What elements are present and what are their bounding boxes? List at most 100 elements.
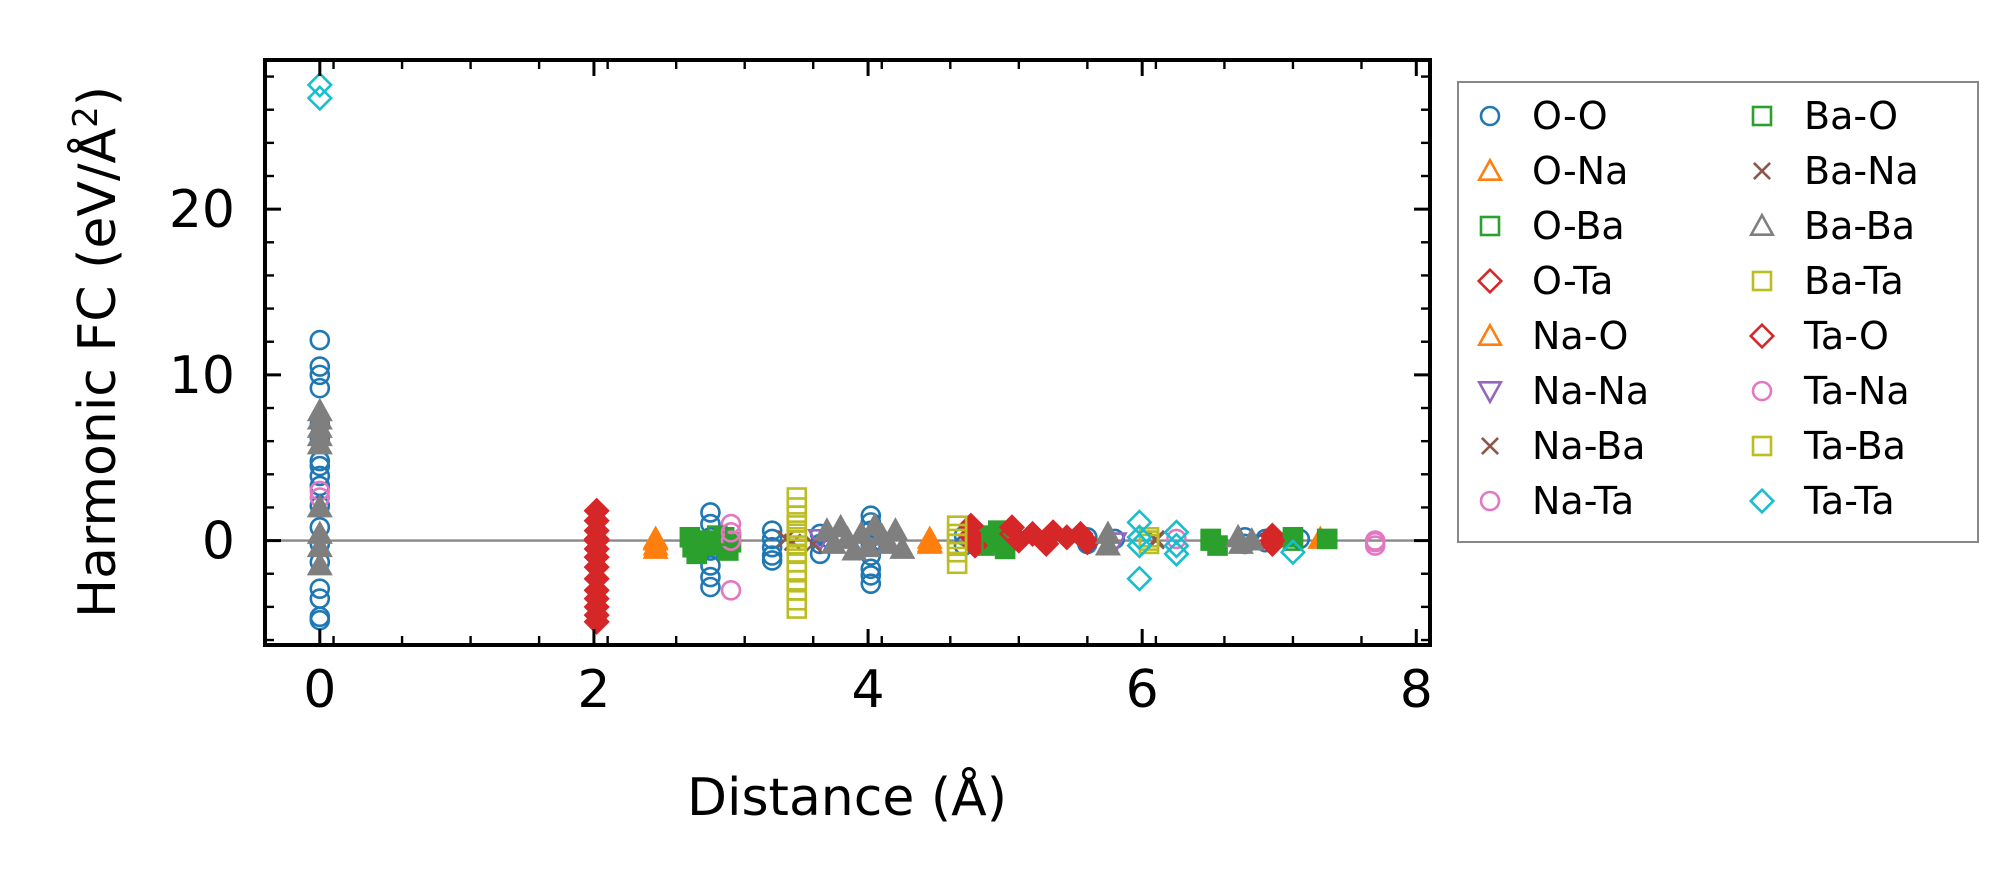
- legend-label: O-Na: [1532, 149, 1628, 193]
- y-tick-label: 0: [202, 512, 235, 572]
- plot-frame: [263, 58, 1432, 647]
- y-tick-label: 20: [169, 180, 235, 240]
- legend-item-o-ba: O-Ba: [1479, 204, 1625, 248]
- data-point: [1207, 535, 1228, 556]
- plot-marks: [265, 71, 1430, 635]
- x-tick-label: 2: [577, 660, 610, 720]
- legend-label: Ba-Ba: [1804, 204, 1915, 248]
- legend-label: Na-Na: [1532, 369, 1649, 413]
- data-point: [875, 530, 902, 554]
- data-point: [309, 364, 331, 386]
- series-ba-o: [693, 525, 1304, 553]
- legend-marker: [1748, 487, 1776, 515]
- data-point: [860, 565, 882, 586]
- data-point: [693, 531, 714, 553]
- legend-label: Na-Ba: [1532, 424, 1645, 468]
- data-point: [309, 329, 331, 351]
- axis-ticks: 0 2 4 6 8 0 10 20: [169, 60, 1433, 720]
- legend-marker: [1480, 436, 1500, 456]
- legend-label: Ta-Na: [1803, 369, 1910, 413]
- series-ba-ba: [306, 397, 1265, 576]
- legend-marker: [1476, 267, 1504, 295]
- data-point: [306, 85, 333, 112]
- legend: O-O O-Na O-Ba O-Ta Na-O Na-Na Na-Ba Na-Ta Ba-O Ba…: [1457, 81, 1979, 543]
- legend-marker: [1479, 105, 1501, 127]
- data-point: [642, 535, 669, 559]
- data-point: [720, 580, 742, 601]
- x-axis-label: Distance (Å): [687, 766, 1007, 828]
- y-axis-label-main: Harmonic FC (eV/Å: [66, 127, 128, 618]
- legend-item-o-na: O-Na: [1476, 149, 1628, 193]
- data-point: [1126, 524, 1153, 551]
- x-tick-label: 0: [303, 660, 336, 720]
- legend-label: Na-Ta: [1532, 479, 1634, 523]
- legend-label: Ba-O: [1804, 94, 1898, 138]
- data-point: [309, 465, 331, 487]
- data-point: [1074, 529, 1101, 556]
- data-point: [916, 528, 943, 553]
- legend-marker: [1752, 161, 1772, 181]
- data-point: [706, 525, 728, 546]
- y-axis-label: Harmonic FC (eV/Å2): [66, 86, 128, 618]
- data-point: [306, 551, 333, 576]
- data-point: [306, 493, 333, 518]
- legend-item-o-o: O-O: [1479, 94, 1608, 138]
- legend-item-na-ta: Na-Ta: [1479, 479, 1634, 523]
- data-point: [1163, 532, 1190, 559]
- data-point: [720, 513, 742, 535]
- data-point: [1094, 532, 1121, 556]
- data-point: [700, 576, 721, 598]
- data-point: [309, 356, 331, 377]
- data-point: [981, 531, 1002, 553]
- legend-item-ta-o: Ta-O: [1748, 314, 1889, 358]
- legend-marker: [1476, 322, 1504, 346]
- legend-label: Ba-Ta: [1804, 259, 1904, 303]
- data-point: [720, 530, 742, 551]
- legend-item-na-ba: Na-Ba: [1480, 424, 1645, 468]
- data-point: [700, 502, 721, 523]
- data-point: [1259, 527, 1286, 554]
- data-point: [761, 536, 783, 558]
- x-tick-label: 8: [1400, 660, 1433, 720]
- data-point: [1364, 531, 1386, 553]
- series-o-ta: [583, 497, 1286, 635]
- legend-marker: [1751, 380, 1773, 402]
- data-point: [860, 558, 882, 580]
- y-axis-label-close: ): [68, 86, 128, 106]
- data-point: [720, 522, 742, 543]
- legend-item-ba-o: Ba-O: [1751, 94, 1898, 138]
- legend-item-ba-na: Ba-Na: [1752, 149, 1919, 193]
- legend-item-na-o: Na-O: [1476, 314, 1628, 358]
- data-point: [1126, 532, 1153, 559]
- data-point: [642, 527, 669, 551]
- data-point: [1166, 528, 1187, 550]
- data-point: [761, 550, 783, 571]
- series-ta-ba: [786, 528, 1160, 551]
- data-point: [946, 528, 968, 550]
- data-point: [809, 543, 831, 565]
- legend-marker: [1751, 105, 1773, 127]
- legend-item-o-ta: O-Ta: [1476, 259, 1613, 303]
- y-axis-label-sup: 2: [66, 106, 106, 128]
- data-point: [998, 520, 1026, 548]
- data-point: [309, 578, 331, 599]
- legend-marker: [1476, 381, 1504, 405]
- data-point: [1200, 530, 1222, 551]
- legend-label: Ta-O: [1803, 314, 1889, 358]
- data-point: [1259, 530, 1286, 557]
- data-point: [786, 530, 808, 551]
- data-point: [1126, 565, 1153, 592]
- data-point: [1316, 528, 1338, 550]
- data-point: [309, 377, 331, 399]
- legend-marker: [1751, 270, 1773, 292]
- legend-marker: [1476, 157, 1504, 181]
- legend-item-ta-na: Ta-Na: [1751, 369, 1910, 413]
- series-ta-ta: [306, 71, 1307, 592]
- legend-label: Ta-Ba: [1803, 424, 1906, 468]
- data-point: [855, 533, 882, 558]
- legend-label: Ba-Na: [1804, 149, 1919, 193]
- legend-item-ba-ta: Ba-Ta: [1751, 259, 1904, 303]
- legend-item-ta-ba: Ta-Ba: [1751, 424, 1906, 468]
- legend-marker: [1479, 215, 1501, 237]
